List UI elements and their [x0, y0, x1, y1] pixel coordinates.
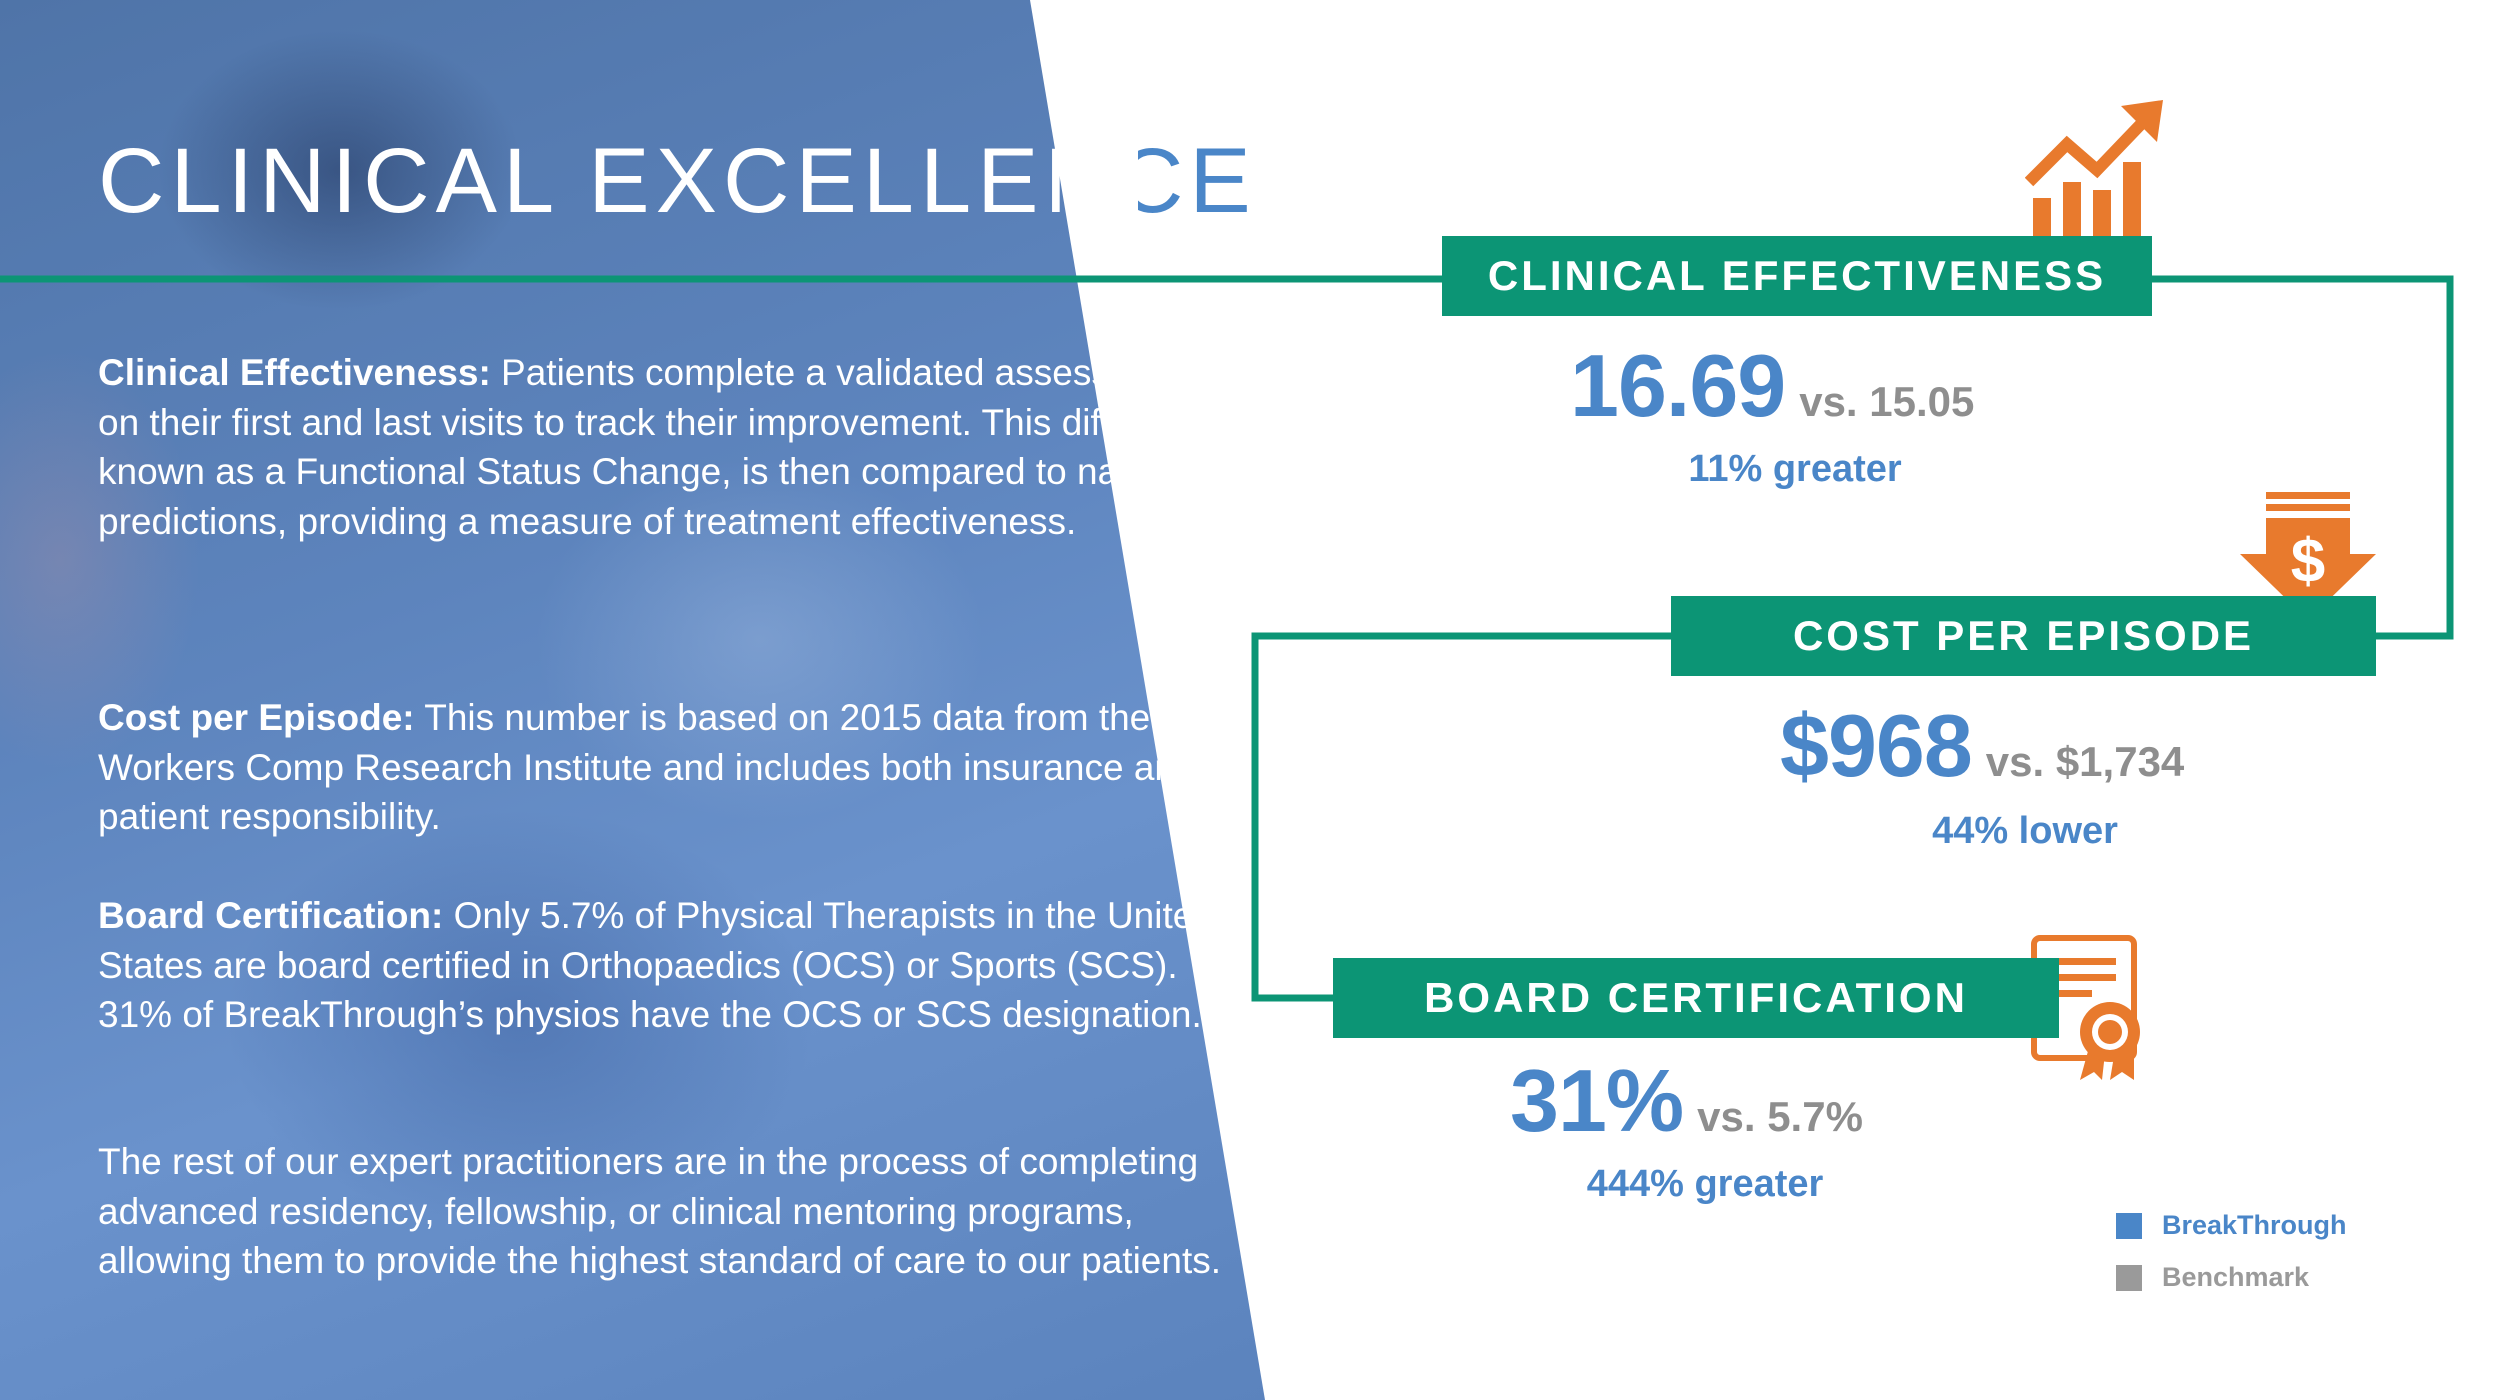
board-certification-stat: 31% vs. 5.7%: [1510, 1050, 1863, 1152]
certificate-icon: [2031, 935, 2140, 1080]
cost-per-episode-stat: $968 vs. $1,734: [1780, 695, 2184, 797]
benchmark-value: vs. 15.05: [1799, 378, 1975, 425]
difference-text: 444% greater: [1586, 1163, 1824, 1205]
clinical-effectiveness-stat: 16.69 vs. 15.05: [1570, 335, 1974, 437]
legend-item-benchmark: Benchmark: [2116, 1262, 2309, 1293]
breakthrough-value: 31%: [1510, 1051, 1684, 1150]
cost-per-episode-banner: COST PER EPISODE: [1671, 596, 2376, 676]
breakthrough-value: $968: [1780, 696, 1973, 795]
legend-label: Benchmark: [2162, 1262, 2310, 1292]
difference-text: 44% lower: [1932, 810, 2118, 852]
legend-swatch: [2116, 1212, 2142, 1239]
paragraph-label: Clinical Effectiveness:: [98, 352, 491, 393]
legend-item-breakthrough: BreakThrough: [2116, 1210, 2347, 1241]
clinical-effectiveness-banner: CLINICAL EFFECTIVENESS: [1442, 236, 2152, 316]
benchmark-value: vs. $1,734: [1985, 738, 2185, 785]
benchmark-value: vs. 5.7%: [1697, 1093, 1863, 1140]
cost-per-episode-paragraph: Cost per Episode: This number is based o…: [98, 693, 1238, 842]
svg-text:$: $: [2291, 527, 2325, 596]
board-certification-paragraph: Board Certification: Only 5.7% of Physic…: [98, 891, 1238, 1040]
board-certification-banner: BOARD CERTIFICATION: [1333, 958, 2059, 1038]
paragraph-text: Patients complete a validated assessment…: [98, 352, 1234, 542]
paragraph-text: Only 5.7% of Physical Therapists in the …: [98, 895, 1214, 1035]
dollar-down-icon: $: [2240, 492, 2376, 620]
expert-practitioners-paragraph: The rest of our expert practitioners are…: [98, 1141, 1222, 1281]
paragraph-label: Board Certification:: [98, 895, 444, 936]
legend-label: BreakThrough: [2162, 1210, 2347, 1240]
difference-text: 11% greater: [1688, 448, 1902, 490]
paragraph-text: This number is based on 2015 data from t…: [98, 697, 1196, 837]
paragraph-label: Cost per Episode:: [98, 697, 415, 738]
page-title: CLINICAL EXCELLENCE: [98, 130, 1257, 232]
clinical-effectiveness-paragraph: Clinical Effectiveness: Patients complet…: [98, 348, 1238, 546]
background-photo-panel: [0, 0, 1265, 1400]
legend-swatch: [2116, 1264, 2142, 1291]
growth-chart-icon: [2025, 100, 2163, 236]
breakthrough-value: 16.69: [1570, 336, 1786, 435]
